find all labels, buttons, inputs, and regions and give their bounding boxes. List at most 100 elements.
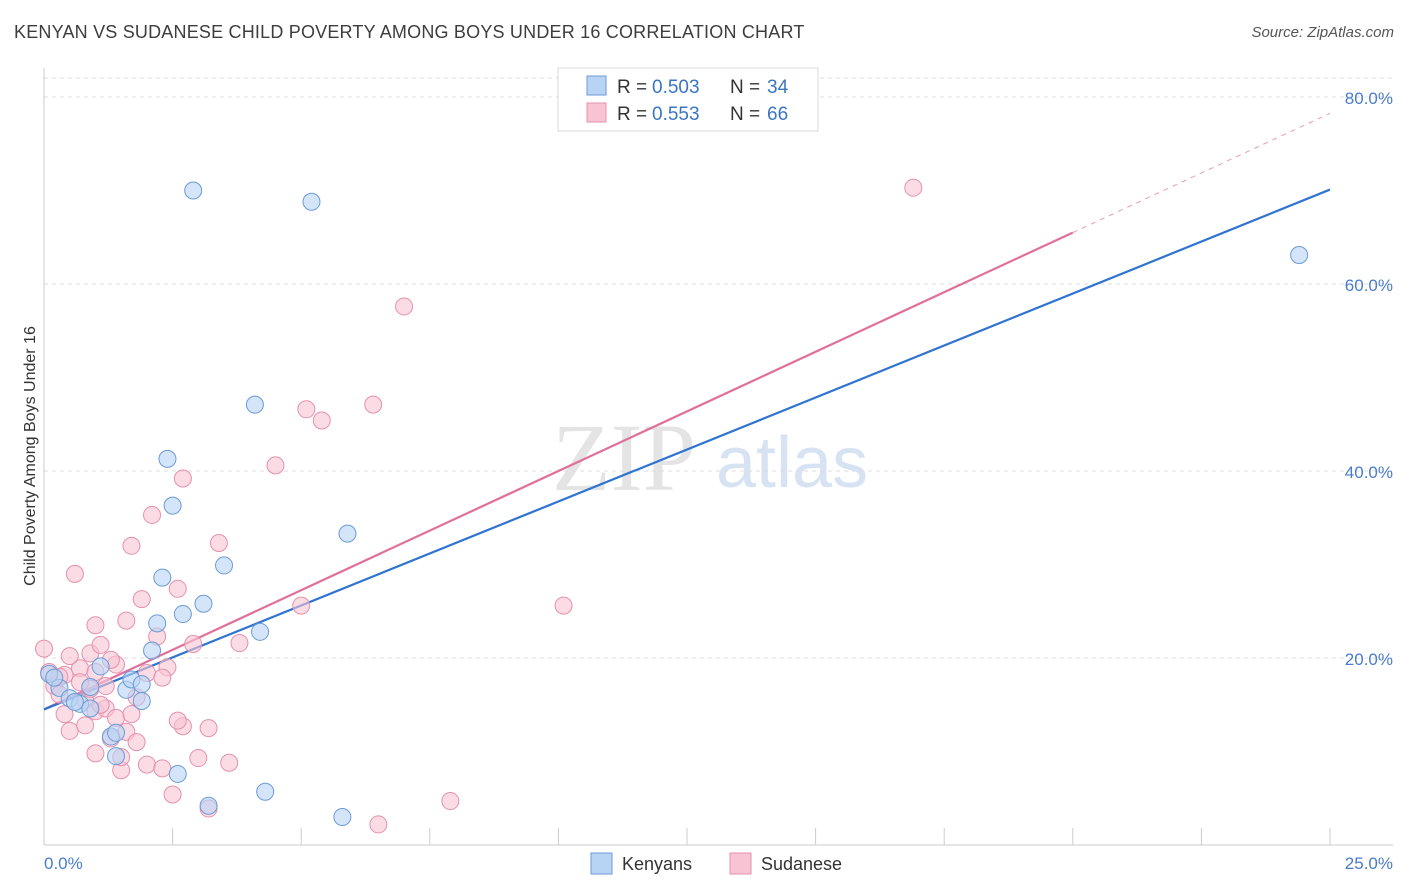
- sudanese-point: [184, 634, 203, 653]
- sudanese-point: [137, 755, 156, 774]
- kenyans-point: [245, 395, 264, 414]
- trend-lines: [43, 112, 1331, 711]
- sudanese-point: [153, 668, 172, 687]
- kenyans-point: [333, 807, 352, 826]
- sudanese-point: [55, 705, 74, 724]
- kenyans-point: [158, 449, 177, 468]
- legend-r-value-kenyans: 0.503: [652, 77, 700, 98]
- kenyans-point: [338, 524, 357, 543]
- kenyans-trend-line: [43, 188, 1331, 711]
- legend-n-label-kenyans: N =: [730, 77, 760, 98]
- sudanese-point: [266, 456, 285, 475]
- sudanese-point: [220, 753, 239, 772]
- legend-n-value-kenyans: 34: [767, 77, 789, 98]
- sudanese-point: [209, 533, 228, 552]
- legend-n-label-sudanese: N =: [730, 104, 760, 125]
- sudanese-point: [199, 719, 218, 738]
- sudanese-point: [168, 579, 187, 598]
- sudanese-point: [35, 639, 53, 658]
- sudanese-point: [132, 590, 151, 609]
- kenyans-point: [81, 677, 100, 696]
- sudanese-point: [122, 536, 141, 555]
- y-axis-label: Child Poverty Among Boys Under 16: [22, 326, 39, 586]
- bottom-legend: Kenyans Sudanese: [590, 852, 842, 875]
- sudanese-point: [65, 564, 84, 583]
- sudanese-point: [122, 705, 141, 724]
- y-tick-label: 60.0%: [1345, 276, 1393, 295]
- kenyans-point: [168, 764, 187, 783]
- y-tick-label: 20.0%: [1345, 650, 1393, 669]
- sudanese-point: [60, 647, 79, 666]
- y-tick-label: 40.0%: [1345, 463, 1393, 482]
- sudanese-point: [76, 716, 95, 735]
- sudanese-trend-line: [43, 231, 1074, 711]
- sudanese-legend-swatch: [586, 102, 607, 123]
- top-legend: R = 0.503 N = 34 R = 0.553 N = 66: [557, 67, 819, 132]
- sudanese-point: [96, 677, 115, 696]
- kenyans-point: [81, 699, 100, 718]
- sudanese-point: [312, 411, 331, 430]
- kenyans-point: [194, 594, 213, 613]
- kenyans-point: [148, 614, 167, 633]
- watermark-zip: ZIP: [552, 404, 696, 511]
- legend-r-value-sudanese: 0.553: [652, 104, 700, 125]
- sudanese-point: [395, 297, 414, 316]
- sudanese-point: [117, 611, 136, 630]
- kenyans-point: [143, 641, 162, 660]
- sudanese-points: [35, 178, 923, 834]
- sudanese-point: [554, 596, 573, 615]
- sudanese-bottom-label: Sudanese: [761, 854, 842, 874]
- sudanese-point: [292, 596, 311, 615]
- axes: [43, 68, 1393, 846]
- sudanese-point: [369, 815, 388, 834]
- sudanese-point: [297, 400, 316, 419]
- sudanese-point: [60, 721, 79, 740]
- kenyans-point: [199, 796, 218, 815]
- sudanese-point: [168, 711, 187, 730]
- kenyans-point: [256, 782, 275, 801]
- source-label: Source: ZipAtlas.com: [1251, 24, 1394, 41]
- grid-lines: [44, 77, 1393, 659]
- x-tick-label-min: 0.0%: [44, 854, 83, 873]
- sudanese-point: [107, 708, 126, 727]
- kenyans-point: [302, 192, 321, 211]
- kenyans-bottom-label: Kenyans: [622, 854, 692, 874]
- y-tick-label: 80.0%: [1345, 89, 1393, 108]
- kenyans-point: [153, 568, 172, 587]
- legend-r-label-kenyans: R =: [617, 77, 647, 98]
- kenyans-legend-swatch: [586, 75, 607, 96]
- kenyans-point: [1290, 246, 1309, 265]
- kenyans-point: [107, 723, 126, 742]
- sudanese-point: [153, 759, 172, 778]
- legend-r-label-sudanese: R =: [617, 104, 647, 125]
- sudanese-point: [91, 635, 110, 654]
- kenyans-point: [173, 605, 192, 624]
- kenyans-bottom-swatch: [590, 852, 613, 875]
- sudanese-point: [173, 469, 192, 488]
- kenyans-point: [132, 692, 151, 711]
- sudanese-trend-extension: [1072, 112, 1331, 234]
- sudanese-point: [230, 634, 249, 653]
- kenyans-point: [132, 675, 151, 694]
- kenyans-points: [40, 181, 1309, 826]
- sudanese-point: [189, 749, 208, 768]
- watermark-atlas: atlas: [716, 423, 868, 503]
- x-tick-label-max: 25.0%: [1345, 854, 1393, 873]
- kenyans-point: [251, 622, 270, 641]
- kenyans-point: [45, 668, 64, 687]
- sudanese-point: [143, 505, 162, 524]
- kenyans-point: [163, 496, 182, 515]
- sudanese-point: [441, 792, 460, 811]
- sudanese-point: [86, 616, 105, 635]
- sudanese-point: [163, 785, 182, 804]
- kenyans-point: [65, 692, 84, 711]
- kenyans-point: [215, 556, 234, 575]
- sudanese-bottom-swatch: [729, 852, 752, 875]
- kenyans-point: [91, 657, 110, 676]
- sudanese-point: [127, 733, 146, 752]
- sudanese-point: [904, 178, 923, 197]
- y-tick-labels: 20.0% 40.0% 60.0% 80.0%: [1345, 89, 1393, 669]
- sudanese-point: [364, 395, 383, 414]
- chart-title: KENYAN VS SUDANESE CHILD POVERTY AMONG B…: [14, 22, 805, 42]
